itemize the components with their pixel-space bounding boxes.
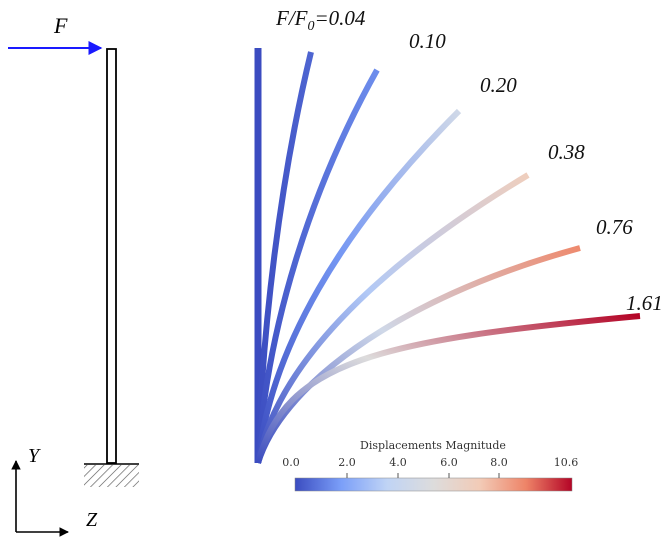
axes-triad: Y Z <box>11 445 98 537</box>
curve-label-1.61: 1.61 <box>626 291 663 315</box>
ratio-value: =0.04 <box>315 6 366 30</box>
colorbar-title: Displacements Magnitude <box>360 439 506 452</box>
colorbar-tick-label: 4.0 <box>389 456 407 469</box>
deflected-beam-0.38 <box>255 172 530 464</box>
z-axis-label: Z <box>86 509 98 531</box>
ratio-prefix: F/F <box>275 6 308 30</box>
colorbar-tick-label: 0.0 <box>282 456 300 469</box>
y-axis-label: Y <box>28 445 41 467</box>
colorbar-tick-label: 6.0 <box>440 456 458 469</box>
colorbar-tick-label: 10.6 <box>554 456 579 469</box>
deflected-beam-0.10 <box>255 68 380 464</box>
colorbar-ticks <box>346 473 500 478</box>
curve-label-0.04: F/F0=0.04 <box>275 6 366 34</box>
curve-label-0.20: 0.20 <box>480 73 517 97</box>
colorbar-tick-label: 2.0 <box>338 456 356 469</box>
curve-label-0.38: 0.38 <box>548 140 585 164</box>
curve-labels: F/F0=0.04 0.10 0.20 0.38 0.76 1.61 <box>275 6 663 315</box>
curve-label-0.10: 0.10 <box>409 29 446 53</box>
cantilever-schematic: F <box>8 13 139 487</box>
deflected-beams <box>255 51 641 464</box>
colorbar-tick-label: 8.0 <box>490 456 508 469</box>
force-label: F <box>53 13 68 38</box>
column-outline <box>106 48 117 464</box>
curve-label-0.76: 0.76 <box>596 215 633 239</box>
ratio-subscript: 0 <box>308 19 315 34</box>
ground-hatch <box>84 465 139 487</box>
colorbar-gradient <box>294 477 573 492</box>
deflected-beam-0.20 <box>255 108 462 464</box>
deflected-beam-1.61 <box>255 313 641 464</box>
colorbar: Displacements Magnitude 0.0 2.0 4.0 6.0 … <box>282 439 579 492</box>
